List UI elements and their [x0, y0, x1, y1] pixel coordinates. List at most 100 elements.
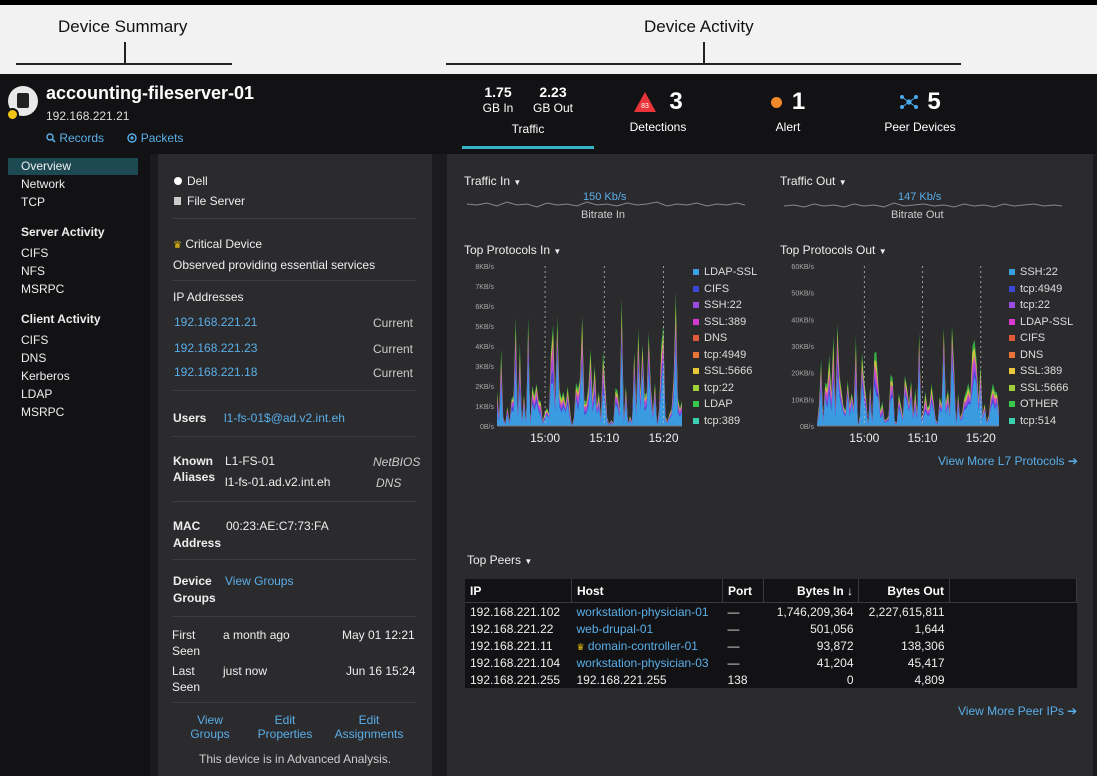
known-aliases-label: Known	[173, 454, 213, 468]
legend-item[interactable]: tcp:514	[1009, 413, 1073, 430]
peer-host-link[interactable]: ♛ domain-controller-01	[572, 637, 723, 654]
legend-item[interactable]: tcp:22	[693, 380, 757, 397]
edit-properties-action[interactable]: Edit Properties	[254, 713, 316, 741]
legend-swatch	[693, 368, 699, 375]
peer-ip: 192.168.221.255	[470, 672, 561, 687]
legend-item[interactable]: tcp:22	[1009, 297, 1073, 314]
legend-item[interactable]: SSL:389	[1009, 363, 1073, 380]
tab-detections[interactable]: 83 3 Detections	[620, 88, 696, 134]
sidebar-item-tcp[interactable]: TCP	[21, 195, 45, 209]
legend-item[interactable]: LDAP-SSL	[1009, 314, 1073, 331]
legend-item[interactable]: SSL:389	[693, 314, 757, 331]
legend-item[interactable]: LDAP-SSL	[693, 264, 757, 281]
legend-item[interactable]: OTHER	[1009, 396, 1073, 413]
records-link[interactable]: Records	[46, 131, 117, 145]
alias-type: NetBIOS	[373, 455, 421, 469]
legend-item[interactable]: SSH:22	[693, 297, 757, 314]
top-protocols-out-dropdown[interactable]: Top Protocols Out ▼	[780, 243, 887, 257]
legend-item[interactable]: tcp:4949	[1009, 281, 1073, 298]
legend-item[interactable]: SSL:5666	[1009, 380, 1073, 397]
legend-label: CIFS	[704, 282, 730, 295]
view-groups-action[interactable]: View Groups	[188, 713, 232, 741]
y-tick-label: 60KB/s	[791, 264, 814, 271]
last-seen-label-line2: Seen	[172, 680, 201, 694]
device-page: accounting-fileserver-01 192.168.221.21 …	[0, 74, 1097, 776]
users-link[interactable]: l1-fs-01$@ad.v2.int.eh	[224, 411, 345, 425]
top-peers-dropdown[interactable]: Top Peers ▼	[467, 553, 532, 567]
legend-item[interactable]: DNS	[1009, 347, 1073, 364]
column-header-bytes-in[interactable]: Bytes In ↓	[763, 579, 859, 603]
top-protocols-in-title: Top Protocols In	[464, 243, 551, 257]
sidebar-item-client-cifs[interactable]: CIFS	[21, 333, 49, 347]
detections-count: 3	[669, 88, 683, 115]
tab-traffic[interactable]: Traffic	[511, 122, 545, 136]
legend-item[interactable]: SSL:5666	[693, 363, 757, 380]
column-header-ip[interactable]: IP	[465, 579, 572, 603]
legend-label: tcp:22	[1020, 299, 1050, 311]
ip-address-link[interactable]: 192.168.221.23	[174, 341, 258, 355]
ip-address-link[interactable]: 192.168.221.18	[174, 365, 258, 379]
peer-host-label: domain-controller-01	[587, 638, 698, 653]
sidebar-item-overview[interactable]: Overview	[21, 159, 72, 173]
ip-address-link[interactable]: 192.168.221.21	[174, 315, 258, 329]
sidebar-item-server-cifs[interactable]: CIFS	[21, 246, 49, 260]
view-more-peer-ips-link[interactable]: View More Peer IPs ➔	[958, 704, 1077, 718]
edit-assignments-action-line1: Edit	[358, 713, 380, 727]
divider	[172, 616, 416, 617]
peer-host-link[interactable]: workstation-physician-03	[576, 655, 709, 670]
top-protocols-out-legend: SSH:22 tcp:4949 tcp:22 LDAP-SSL CIFS DNS SSL:3…	[1009, 264, 1073, 429]
vendor-row: Dell	[174, 174, 208, 188]
column-header-port[interactable]: Port	[722, 579, 764, 603]
ip-status: Current	[373, 316, 414, 330]
gb-in-label: GB In	[482, 101, 514, 115]
legend-label: LDAP-SSL	[1020, 315, 1074, 328]
tab-peer-devices[interactable]: 5 Peer Devices	[878, 88, 962, 134]
gb-out-value: 2.23	[539, 84, 567, 100]
traffic-out-caption: Bitrate Out	[891, 209, 944, 221]
legend-item[interactable]: DNS	[693, 330, 757, 347]
legend-label: SSH:22	[1020, 266, 1058, 278]
sidebar-item-network[interactable]: Network	[21, 177, 66, 191]
peer-host-link[interactable]: web-drupal-01	[576, 621, 654, 636]
sidebar-item-client-ldap[interactable]: LDAP	[21, 387, 53, 401]
legend-item[interactable]: CIFS	[693, 281, 757, 298]
sidebar-item-client-msrpc[interactable]: MSRPC	[21, 405, 65, 419]
detection-warning-icon: 83	[634, 92, 657, 112]
gb-in-metric: 1.75 GB In	[476, 84, 520, 115]
top-protocols-out-chart: 60KB/s 50KB/s 40KB/s 30KB/s 20KB/s 10KB/s 0B/s…	[791, 264, 999, 445]
sidebar-item-client-kerberos[interactable]: Kerberos	[21, 369, 70, 383]
traffic-out-dropdown[interactable]: Traffic Out ▼	[780, 174, 847, 188]
device-links: Records Packets	[46, 131, 203, 145]
document-icon	[17, 93, 29, 108]
packets-icon	[127, 133, 138, 143]
top-protocols-in-chart: 8KB/s 7KB/s 6KB/s 5KB/s 4KB/s 3KB/s 2KB/s 1KB/s…	[475, 264, 682, 445]
legend-item[interactable]: SSH:22	[1009, 264, 1073, 281]
legend-item[interactable]: tcp:389	[693, 413, 757, 430]
tab-alert[interactable]: 1 Alert	[760, 88, 816, 134]
view-more-l7-protocols-link[interactable]: View More L7 Protocols ➔	[938, 454, 1078, 468]
sidebar-item-server-msrpc[interactable]: MSRPC	[21, 282, 65, 296]
edit-assignments-action[interactable]: Edit Assignments	[332, 713, 406, 741]
peer-ip: 192.168.221.11	[470, 638, 553, 653]
traffic-in-dropdown[interactable]: Traffic In ▼	[464, 174, 521, 188]
packets-link[interactable]: Packets	[127, 131, 193, 145]
peer-devices-row: 5	[878, 88, 962, 116]
legend-item[interactable]: LDAP	[693, 396, 757, 413]
sidebar-item-client-dns[interactable]: DNS	[21, 351, 47, 365]
column-header-host[interactable]: Host	[571, 579, 723, 603]
view-groups-link[interactable]: View Groups	[225, 574, 294, 588]
x-tick-label: 15:00	[849, 431, 879, 445]
legend-swatch	[1009, 269, 1015, 276]
device-header: accounting-fileserver-01 192.168.221.21 …	[0, 74, 440, 154]
legend-item[interactable]: tcp:4949	[693, 347, 757, 364]
traffic-in-title: Traffic In	[464, 174, 511, 188]
y-tick-label: 5KB/s	[475, 324, 494, 331]
column-header-bytes-out[interactable]: Bytes Out	[858, 579, 950, 603]
mac-address-value: 00:23:AE:C7:73:FA	[226, 519, 329, 533]
legend-item[interactable]: CIFS	[1009, 330, 1073, 347]
top-protocols-in-dropdown[interactable]: Top Protocols In ▼	[464, 243, 561, 257]
traffic-in-sparkline	[467, 201, 745, 208]
peer-host-link[interactable]: workstation-physician-01	[576, 604, 709, 619]
sidebar-item-server-nfs[interactable]: NFS	[21, 264, 45, 278]
legend-label: tcp:389	[704, 414, 741, 427]
